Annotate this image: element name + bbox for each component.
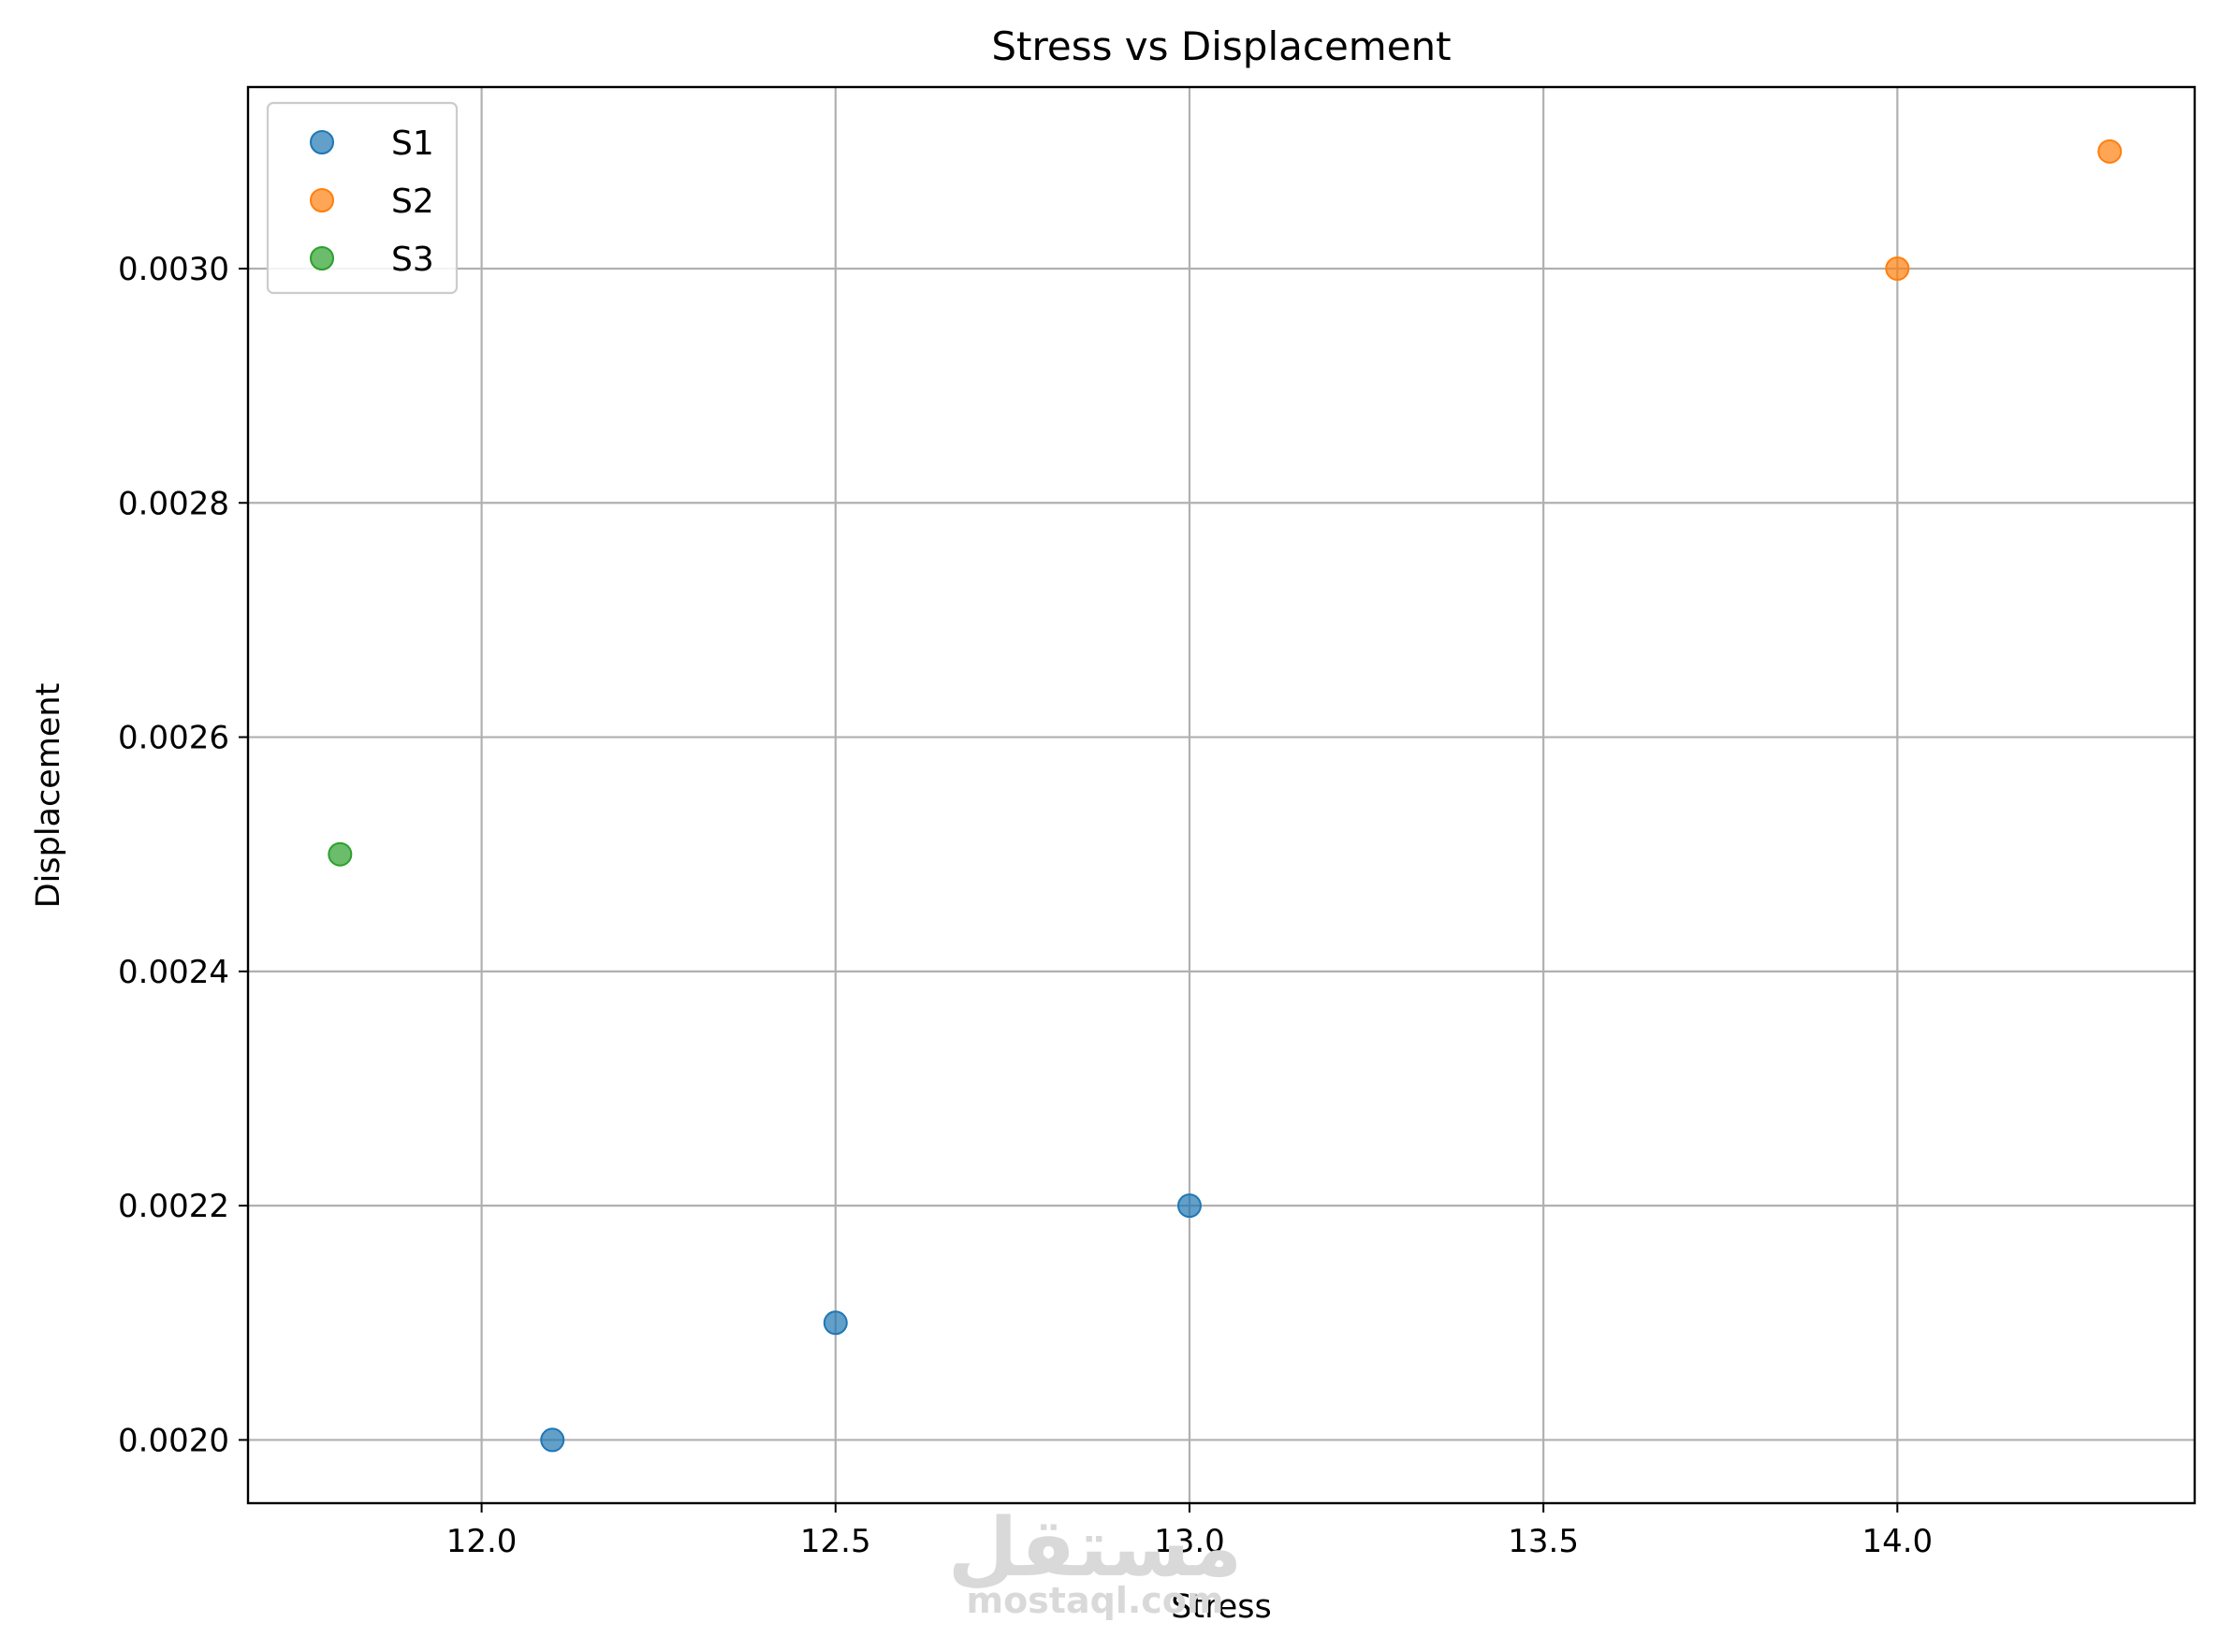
data-point-s1 xyxy=(823,1310,848,1336)
legend-marker-s1 xyxy=(310,130,334,154)
data-point-s2 xyxy=(2097,139,2123,164)
y-tick-label: 0.0030 xyxy=(118,251,229,288)
grid xyxy=(248,87,2195,1503)
watermark-latin: mostaql.com xyxy=(966,1580,1223,1621)
data-points xyxy=(328,139,2123,1453)
y-tick-label: 0.0024 xyxy=(118,954,229,991)
x-axis-title: Stress xyxy=(1171,1588,1272,1626)
plot-area-background xyxy=(248,87,2195,1503)
y-tick-label: 0.0020 xyxy=(118,1422,229,1459)
watermark: مستقل mostaql.com xyxy=(948,1501,1243,1621)
legend-label-s3: S3 xyxy=(391,241,434,279)
legend-marker-s3 xyxy=(310,246,334,270)
data-point-s1 xyxy=(540,1427,565,1453)
chart-title: Stress vs Displacement xyxy=(991,23,1451,69)
y-tick-label: 0.0028 xyxy=(118,485,229,522)
y-tick-label: 0.0026 xyxy=(118,720,229,757)
y-axis-title: Displacement xyxy=(30,683,67,909)
legend: S1 S2 S3 xyxy=(266,101,459,295)
x-tick-label: 14.0 xyxy=(1861,1523,1933,1560)
data-point-s3 xyxy=(328,841,353,867)
y-axis-ticks: 0.0020 0.0022 0.0024 0.0026 0.0028 0.0030 xyxy=(118,251,248,1459)
legend-label-s2: S2 xyxy=(391,183,434,221)
x-tick-label: 13.5 xyxy=(1508,1523,1579,1560)
watermark-arabic: مستقل xyxy=(948,1501,1243,1595)
legend-label-s1: S1 xyxy=(391,124,434,163)
data-point-s1 xyxy=(1176,1193,1202,1219)
plot-frame xyxy=(246,85,2197,1505)
x-axis-ticks: 12.0 12.5 13.0 13.5 14.0 xyxy=(446,1503,1933,1560)
data-point-s2 xyxy=(1885,256,1910,281)
x-tick-label: 13.0 xyxy=(1154,1523,1225,1560)
x-tick-label: 12.0 xyxy=(446,1523,518,1560)
x-tick-label: 12.5 xyxy=(800,1523,871,1560)
y-tick-label: 0.0022 xyxy=(118,1188,229,1225)
legend-marker-s2 xyxy=(310,188,334,212)
